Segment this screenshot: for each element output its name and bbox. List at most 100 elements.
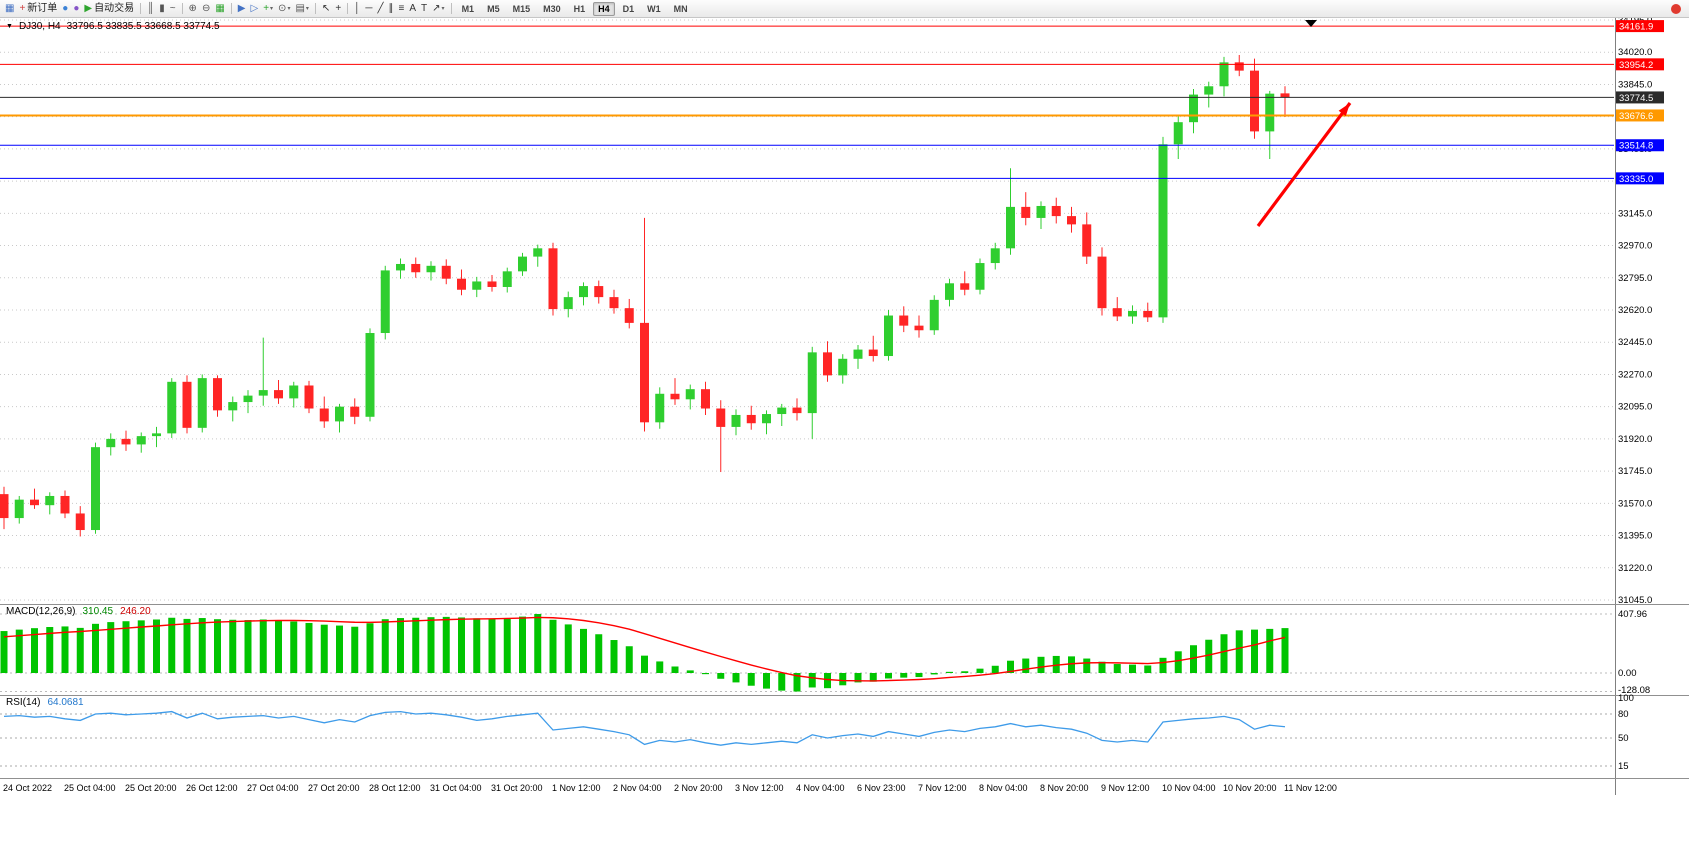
candle-body [350,406,360,417]
timeframe-button-h1[interactable]: H1 [573,3,586,14]
arrow-shaft[interactable] [1256,102,1352,227]
candle-body [45,495,55,506]
chart-ohlc-values: 33796.5 33835.5 33668.5 33774.5 [66,21,220,32]
candle-body [1219,62,1229,87]
timeframe-button-m1[interactable]: M1 [461,3,475,14]
chart-window-icon[interactable]: ▦ [3,1,16,16]
candle-body [1006,206,1015,249]
trend-arrow-annotation[interactable] [1256,102,1352,227]
chart-shift-button-glyph: ▷ [250,2,259,14]
macd-bar [991,665,999,673]
connection-status-icon[interactable] [1671,3,1681,14]
macd-bar [336,625,343,673]
zoom-out-button[interactable]: ⊖ [200,1,212,16]
cursor-button[interactable]: ↖ [320,1,332,16]
profile-icon[interactable]: ● [60,1,70,16]
price-tick-label: 33845.0 [1618,79,1652,90]
zoom-in-button[interactable]: ⊕ [187,1,199,16]
macd-bar [1190,645,1197,673]
time-label: 1 Nov 12:00 [552,783,601,793]
line-mode-button[interactable]: ~ [168,1,178,16]
one-click-trading-toggle[interactable]: ▼ [6,23,13,30]
periods-button[interactable]: ⊙ ▾ [276,1,292,16]
tile-windows-button[interactable]: ▦ [213,1,226,16]
macd-bar [61,626,69,673]
candle-body [624,308,634,323]
macd-bar [1235,630,1243,673]
time-label: 9 Nov 12:00 [1101,783,1150,793]
chart-shift-button[interactable]: ▷ [248,1,260,16]
macd-signal-line [3,616,1286,682]
candle-body [746,414,756,424]
indicators-button[interactable]: + ▾ [261,1,275,16]
new-order-button[interactable]: + 新订单 [17,1,59,16]
price-badge-label: 33954.2 [1619,60,1653,71]
macd-bar [595,634,603,673]
vline-button[interactable]: │ [352,1,362,16]
time-label: 3 Nov 12:00 [735,783,784,793]
crosshair-button-glyph: + [335,2,342,14]
candle-body [167,381,177,434]
timeframe-button-d1[interactable]: D1 [622,3,635,14]
candle-body [563,297,573,310]
time-label: 6 Nov 23:00 [857,783,906,793]
candle-body [579,286,588,298]
toolbar-separator [230,3,232,14]
candle-body [335,406,344,422]
price-badge [1616,172,1664,185]
macd-bar [610,640,618,673]
time-axis[interactable]: 24 Oct 2022 25 Oct 04:00 25 Oct 20:00 26 Oc… [3,783,1337,793]
timeframe-button-m5[interactable]: M5 [487,3,500,14]
templates-button[interactable]: ▤ ▾ [293,1,310,16]
candle-body [121,438,131,445]
candle-body [670,393,680,400]
label-button[interactable]: T [419,1,429,16]
toolbar-separator [450,3,452,14]
timeframe-button-m30[interactable]: M30 [543,3,561,14]
crosshair-button[interactable]: + [333,1,343,16]
hline-button[interactable]: ─ [363,1,374,16]
macd-bar [549,619,557,673]
macd-bar [366,623,374,673]
autotrading-button[interactable]: ▶ 自动交易 [82,1,136,16]
macd-label: MACD(12,26,9) 310.45 246.20 [6,606,151,617]
price-tick-label: 31920.0 [1618,434,1652,445]
candle-body [380,270,390,334]
timeframe-button-h4[interactable]: H4 [593,1,615,16]
fibonacci-button[interactable]: ≡ [397,1,407,16]
zoom-out-button-glyph: ⊖ [201,2,211,14]
arrows-button[interactable]: ↗ ▾ [430,1,446,16]
candle-body [792,407,802,414]
macd-bar [381,619,389,673]
label-button-glyph: T [421,2,428,14]
candle-body [152,433,161,437]
candle-body [990,248,1000,264]
candles-mode-button[interactable]: ▮ [157,1,167,16]
macd-bar [1281,628,1289,673]
macd-bar [869,673,877,682]
text-button[interactable]: A [407,1,418,16]
candle-body [731,414,741,427]
macd-bar [824,673,831,689]
timeframe-button-mn[interactable]: MN [673,3,688,14]
macd-bar [1007,660,1014,673]
timeframe-button-w1[interactable]: W1 [647,3,661,14]
timeframe-button-m15[interactable]: M15 [512,3,531,14]
macd-bar [656,661,664,673]
auto-scroll-button[interactable]: ▶ [236,1,248,16]
community-icon[interactable]: ● [71,1,81,16]
macd-bar [1113,664,1121,673]
candle-body [1036,205,1046,218]
macd-bar [1205,639,1213,673]
channel-button[interactable]: ∥ [387,1,396,16]
trendline-button[interactable]: ╱ [376,1,386,16]
macd-bar [397,618,404,673]
candle-body [518,256,527,272]
periods-button-glyph: ⊙ [278,2,287,14]
candle-body [365,333,375,417]
bars-mode-button[interactable]: ║ [145,1,156,16]
chart-shift-marker[interactable] [1305,20,1317,27]
vline-button-glyph: │ [354,2,361,14]
horizontal-lines[interactable]: 34161.9 33954.2 33774.5 33676.6 33514.8 33335… [0,20,1664,185]
